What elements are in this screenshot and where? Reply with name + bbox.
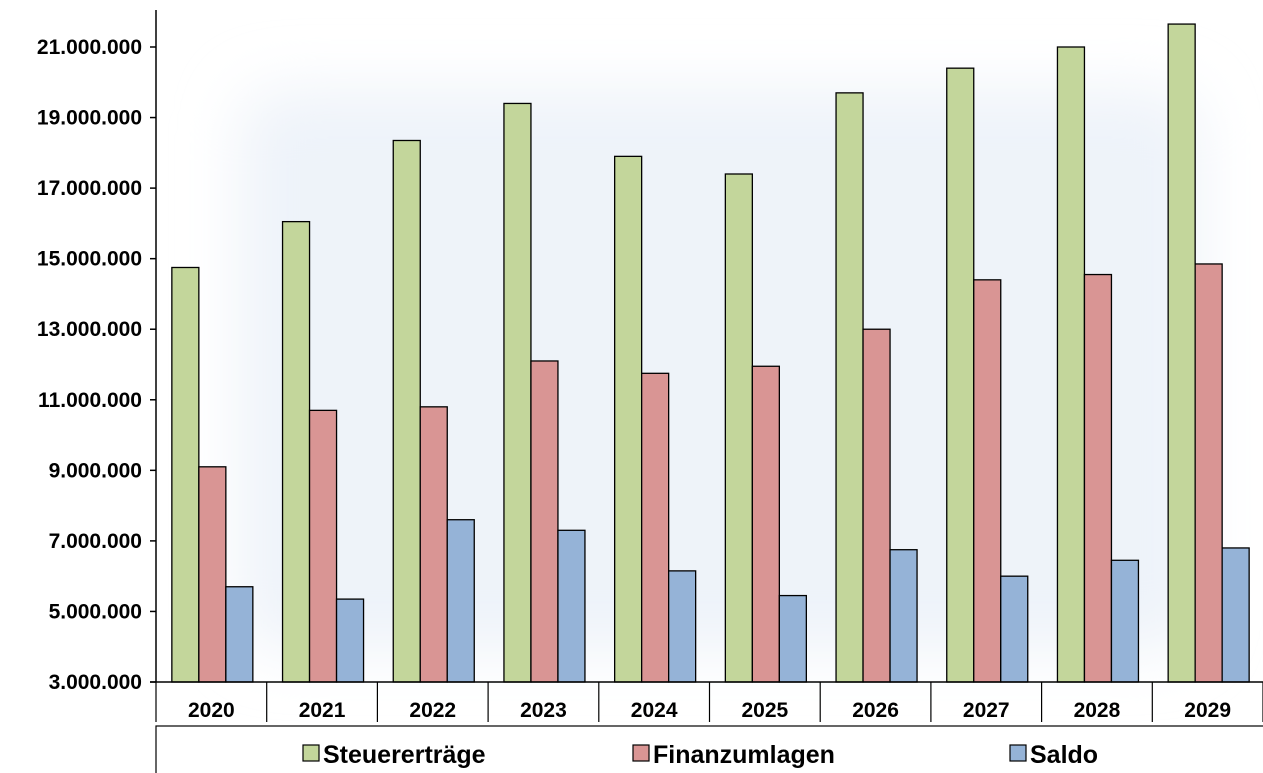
- bar-finanzumlagen-2023: [530, 360, 559, 683]
- bar-steuerertr-ge-2029: [1167, 23, 1196, 683]
- legend-label-steuerertr-ge: Steuererträge: [323, 741, 486, 769]
- x-tick-label: 2023: [520, 699, 567, 722]
- bar-steuerertr-ge-2024: [614, 155, 643, 683]
- bar-finanzumlagen-2028: [1083, 273, 1113, 683]
- y-tick-label: 19.000.000: [37, 107, 142, 130]
- y-tick-label: 7.000.000: [49, 530, 142, 553]
- y-tick-label: 21.000.000: [37, 36, 142, 59]
- bar-finanzumlagen-2029: [1194, 263, 1223, 683]
- bar-steuerertr-ge-2020: [171, 266, 200, 683]
- bar-steuerertr-ge-2028: [1056, 46, 1086, 683]
- bar-steuerertr-ge-2022: [392, 139, 421, 683]
- y-tick-label: 17.000.000: [37, 177, 142, 200]
- bar-saldo-2022: [446, 519, 475, 683]
- x-tick-label: 2028: [1074, 699, 1121, 722]
- bar-finanzumlagen-2027: [973, 279, 1002, 683]
- legend-label-finanzumlagen: Finanzumlagen: [653, 741, 835, 769]
- bar-saldo-2025: [778, 594, 807, 683]
- axes-layer: 3.000.000 5.000.000 7.000.000 9.000.000 11.0…: [37, 10, 1263, 722]
- bar-finanzumlagen-2020: [198, 466, 227, 683]
- bar-saldo-2021: [335, 598, 365, 683]
- bar-saldo-2023: [557, 529, 586, 683]
- bar-saldo-2024: [668, 570, 697, 683]
- y-tick-label: 11.000.000: [38, 389, 142, 412]
- x-tick-label: 2026: [852, 699, 899, 722]
- plot-background-glow: [240, 90, 1200, 650]
- legend: Steuererträge Finanzumlagen Saldo: [155, 725, 1263, 773]
- bar-finanzumlagen-2026: [862, 328, 891, 683]
- x-tick-label: 2024: [631, 699, 678, 722]
- y-tick-label: 3.000.000: [49, 671, 142, 694]
- bar-steuerertr-ge-2027: [946, 67, 975, 683]
- bar-finanzumlagen-2021: [308, 409, 338, 683]
- bar-saldo-2027: [1000, 575, 1029, 683]
- legend-swatch-steuerertr-ge: [302, 744, 320, 762]
- x-tick-label: 2020: [188, 699, 235, 722]
- legend-swatch-saldo: [1009, 744, 1027, 762]
- bar-steuerertr-ge-2025: [724, 173, 753, 683]
- bar-steuerertr-ge-2026: [835, 92, 864, 683]
- x-tick-label: 2025: [741, 699, 788, 722]
- y-tick-label: 15.000.000: [37, 248, 142, 271]
- bars-layer: [171, 23, 1250, 683]
- legend-box: [155, 725, 1263, 773]
- bar-finanzumlagen-2022: [419, 406, 448, 683]
- bar-saldo-2020: [225, 586, 254, 683]
- bar-steuerertr-ge-2023: [503, 102, 532, 683]
- legend-label-saldo: Saldo: [1030, 741, 1098, 769]
- bar-finanzumlagen-2024: [641, 372, 670, 683]
- bar-saldo-2028: [1110, 559, 1140, 683]
- x-tick-label: 2027: [963, 699, 1010, 722]
- y-tick-label: 13.000.000: [37, 318, 142, 341]
- bar-steuerertr-ge-2021: [281, 220, 311, 683]
- bar-finanzumlagen-2025: [751, 365, 780, 683]
- legend-swatch-finanzumlagen: [632, 744, 650, 762]
- y-tick-label: 5.000.000: [49, 600, 142, 623]
- y-tick-label: 9.000.000: [49, 459, 142, 482]
- x-tick-label: 2029: [1184, 699, 1231, 722]
- bar-saldo-2029: [1221, 547, 1250, 683]
- x-tick-label: 2022: [409, 699, 456, 722]
- x-tick-label: 2021: [299, 699, 346, 722]
- bar-saldo-2026: [889, 549, 918, 683]
